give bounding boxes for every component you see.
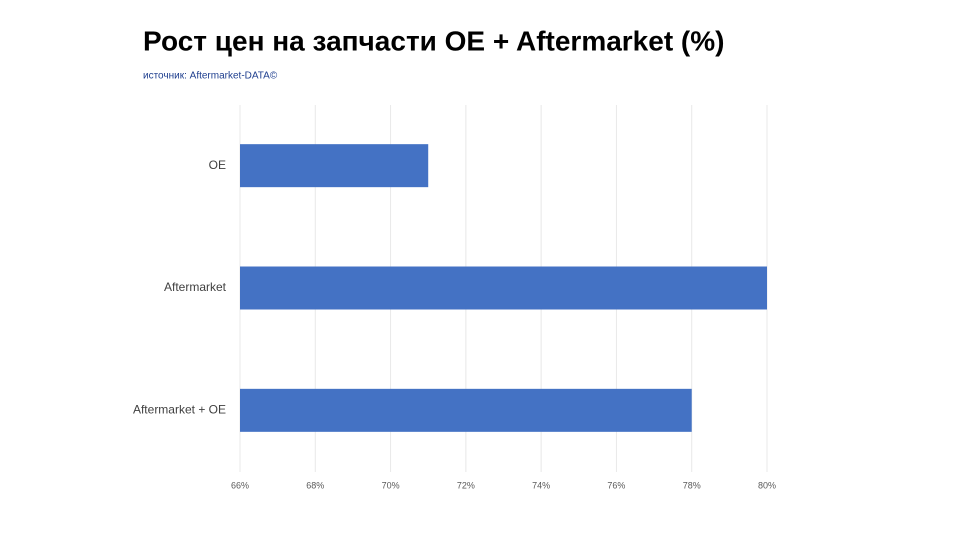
chart-subtitle: источник: Aftermarket-DATA© [143,71,278,82]
x-tick-label: 72% [457,480,475,490]
y-tick-label: Aftermarket [164,280,227,294]
x-tick-label: 76% [607,480,625,490]
bar [240,144,429,188]
bar [240,266,767,310]
y-tick-label: OE [209,158,226,172]
chart-title: Рост цен на запчасти OE + Aftermarket (%… [143,25,724,56]
x-tick-label: 68% [306,480,324,490]
bar [240,388,692,432]
x-tick-label: 70% [382,480,400,490]
x-tick-label: 80% [758,480,776,490]
x-tick-label: 74% [532,480,550,490]
x-tick-label: 78% [683,480,701,490]
x-tick-label: 66% [231,480,249,490]
y-tick-label: Aftermarket + OE [133,403,226,417]
